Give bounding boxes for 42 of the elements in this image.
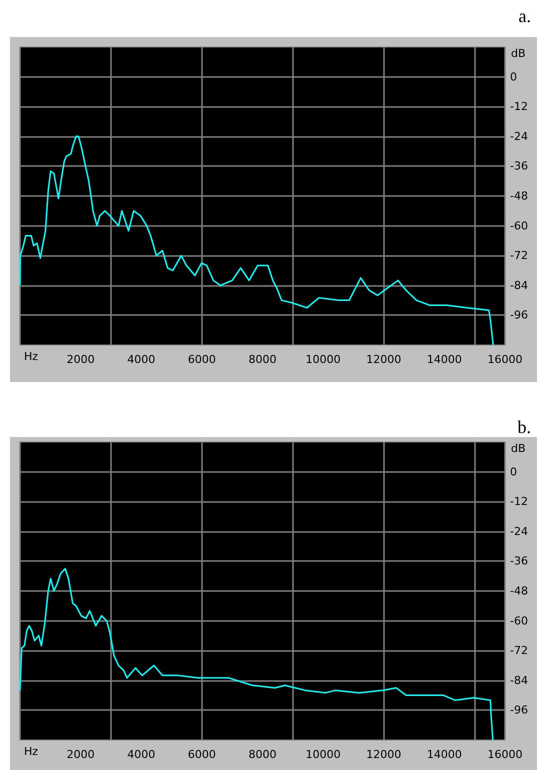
x-tick-label: 6000 xyxy=(188,748,216,761)
x-tick-label: 12000 xyxy=(366,748,402,761)
y-tick-label: 0 xyxy=(510,70,517,84)
y-tick-label: -24 xyxy=(510,524,528,538)
x-tick-label: 4000 xyxy=(127,353,156,366)
y-tick-label: 0 xyxy=(510,465,517,478)
x-axis-title: Hz xyxy=(24,350,38,363)
x-tick-label: 6000 xyxy=(188,353,216,366)
y-tick-label: -96 xyxy=(510,704,528,717)
y-tick-label: -72 xyxy=(510,644,528,658)
y-tick-label: -84 xyxy=(510,674,528,687)
x-tick-label: 4000 xyxy=(127,748,156,761)
y-axis-title: dB xyxy=(511,47,526,60)
y-tick-label: -24 xyxy=(510,130,528,143)
line-series xyxy=(19,136,494,346)
x-tick-label: 8000 xyxy=(248,353,276,366)
x-tick-label: 2000 xyxy=(66,748,95,761)
y-tick-label: -12 xyxy=(510,100,528,114)
x-tick-label: 16000 xyxy=(488,353,522,366)
y-tick-label: -84 xyxy=(510,278,528,292)
y-tick-label: -60 xyxy=(510,614,528,628)
chart-title: b. xyxy=(518,417,531,437)
y-tick-label: -96 xyxy=(510,308,528,322)
y-tick-label: -60 xyxy=(510,219,528,232)
x-tick-label: 10000 xyxy=(306,353,341,366)
y-axis-title: dB xyxy=(511,442,526,455)
y-tick-label: -48 xyxy=(510,190,528,202)
x-tick-label: 16000 xyxy=(488,748,522,761)
x-tick-label: 2000 xyxy=(66,353,95,366)
y-tick-label: -36 xyxy=(510,160,528,173)
x-tick-label: 8000 xyxy=(248,748,276,761)
chart-title: a. xyxy=(518,6,532,26)
x-axis-title: Hz xyxy=(24,745,38,758)
y-tick-label: -36 xyxy=(510,554,528,568)
line-series xyxy=(19,568,494,741)
y-tick-label: -12 xyxy=(510,495,528,508)
x-tick-label: 14000 xyxy=(426,353,462,366)
y-tick-label: -72 xyxy=(510,249,528,262)
x-tick-label: 14000 xyxy=(426,748,462,761)
x-tick-label: 10000 xyxy=(306,748,341,761)
y-tick-label: -48 xyxy=(510,584,528,598)
x-tick-label: 12000 xyxy=(366,353,402,366)
